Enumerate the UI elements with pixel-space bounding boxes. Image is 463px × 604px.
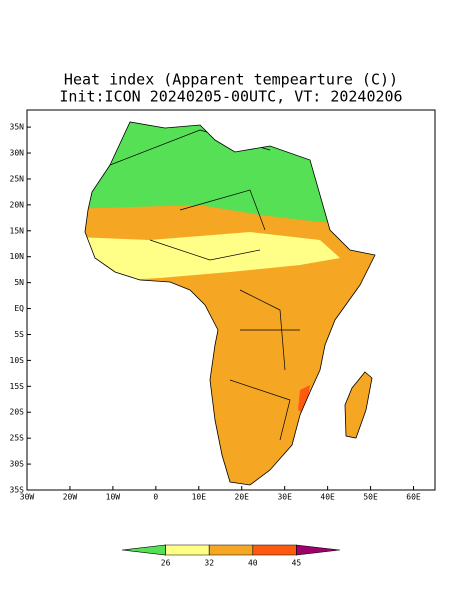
x-tick-label: 30W [20,493,35,502]
y-tick-label: 30N [10,149,25,158]
x-tick-label: 20W [63,493,78,502]
colorbar-label: 40 [248,559,258,568]
y-tick-label: 25S [10,434,25,443]
y-tick-label: 5S [14,330,24,339]
y-tick-label: 30S [10,460,25,469]
coastline [84,121,376,486]
colorbar-segment [165,544,210,556]
y-tick-label: 10S [10,356,25,365]
region-fill [298,385,310,415]
borders [109,129,300,441]
x-tick-label: 40E [320,493,335,502]
x-tick-label: 10W [106,493,121,502]
x-tick-label: 30E [277,493,292,502]
y-tick-label: 20N [10,200,25,209]
y-tick-label: 20S [10,408,25,417]
y-tick-label: EQ [14,304,24,313]
y-tick-label: 10N [10,252,25,261]
y-tick-label: 35N [10,123,25,132]
y-tick-label: 25N [10,174,25,183]
y-tick-label: 15S [10,382,25,391]
colorbar-segment [208,544,254,556]
colorbar-segment [296,544,341,556]
subtitle: Init:ICON 20240205-00UTC, VT: 20240206 [59,88,402,106]
colorbar-label: 45 [292,559,302,568]
colorbar-segment [121,544,166,556]
colorbar-label: 32 [204,559,214,568]
y-tick-label: 15N [10,226,25,235]
map-frame [26,109,436,491]
y-tick-label: 5N [14,278,24,287]
x-tick-label: 0 [153,493,158,502]
colorbar-label: 26 [161,559,171,568]
title: Heat index (Apparent tempearture (C)) [64,71,398,89]
x-tick-label: 20E [235,493,250,502]
x-tick-label: 50E [363,493,378,502]
x-tick-label: 10E [192,493,207,502]
colorbar-segment [252,544,297,556]
y-tick-label: 35S [10,486,25,495]
madagascar [344,371,373,439]
x-tick-label: 60E [406,493,421,502]
